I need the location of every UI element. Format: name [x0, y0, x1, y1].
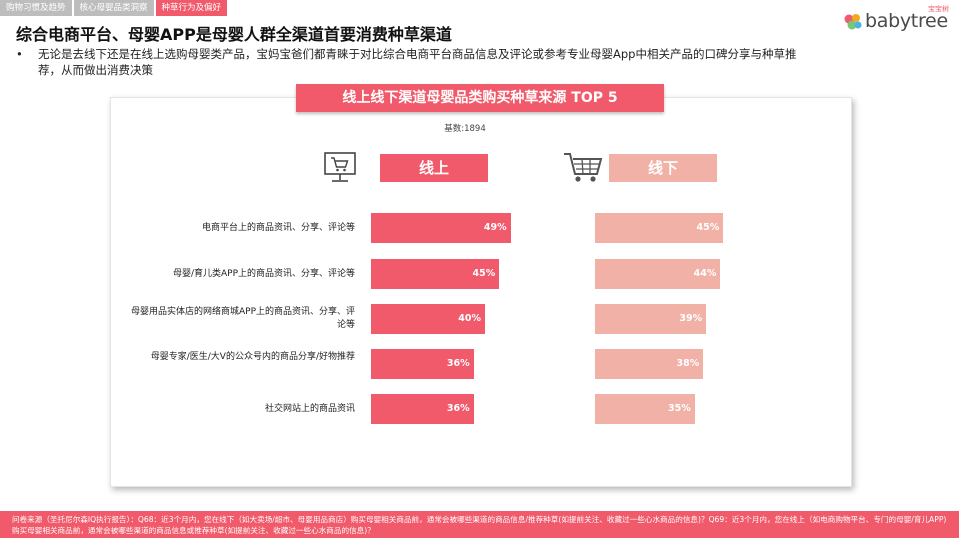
- category-label: 社交网站上的商品资讯: [264, 403, 355, 414]
- offline-bar: [595, 394, 695, 424]
- online-bar-label: 36%: [446, 403, 470, 414]
- offline-bar: [595, 213, 724, 243]
- logo-text: babytree: [865, 10, 948, 32]
- logo-flower-icon: [844, 14, 862, 30]
- offline-bar-label: 38%: [676, 358, 700, 369]
- summary-text: 无论是去线下还是在线上选购母婴类产品，宝妈宝爸们都青睐于对比综合电商平台商品信息…: [38, 47, 797, 77]
- online-bar: [371, 394, 474, 424]
- shopping-cart-icon: [564, 153, 603, 182]
- online-bar-label: 49%: [483, 222, 507, 233]
- chart-title: 线上线下渠道母婴品类购买种草来源 TOP 5: [296, 84, 664, 112]
- offline-bar-label: 45%: [696, 222, 720, 233]
- online-bar-label: 36%: [446, 358, 470, 369]
- category-label: 母婴/育儿类APP上的商品资讯、分享、评论等: [172, 268, 355, 279]
- top-tabs: 购物习惯及趋势 核心母婴品类洞察 种草行为及偏好: [0, 0, 229, 16]
- logo-sub-text: 宝宝树: [928, 5, 949, 13]
- tab-seeding-behavior[interactable]: 种草行为及偏好: [155, 0, 228, 16]
- page-title: 综合电商平台、母婴APP是母婴人群全渠道首要消费种草渠道: [16, 25, 452, 44]
- offline-bar: [595, 304, 707, 334]
- summary-bullet: • 无论是去线下还是在线上选购母婴类产品，宝妈宝爸们都青睐于对比综合电商平台商品…: [16, 46, 816, 78]
- online-bar: [371, 349, 474, 379]
- category-label: 母婴专家/医生/大V的公众号内的商品分享/好物推荐: [150, 352, 355, 362]
- footer-source-note: 问卷来源（圣托尼尔森IQ执行报告）：Q68：近3个月内，您在线下（如大卖场/超市…: [0, 511, 959, 538]
- tab-core-category[interactable]: 核心母婴品类洞察: [73, 0, 154, 16]
- category-label: 电商平台上的商品资讯、分享、评论等: [201, 222, 355, 233]
- computer-cart-icon: [324, 152, 356, 182]
- babytree-logo: 宝宝树 babytree: [843, 4, 951, 34]
- offline-bar-label: 44%: [693, 268, 717, 279]
- online-bar-label: 45%: [472, 268, 496, 279]
- tab-shopping-habits[interactable]: 购物习惯及趋势: [0, 0, 72, 16]
- online-bar: [371, 304, 485, 334]
- online-bar-label: 40%: [458, 313, 481, 324]
- offline-bar-label: 35%: [668, 403, 691, 414]
- online-bar: [371, 259, 500, 289]
- offline-bar: [595, 259, 721, 289]
- online-header: 线上: [380, 154, 488, 182]
- online-bar: [371, 213, 511, 243]
- base-count: 基数:1894: [444, 124, 486, 134]
- offline-bar: [595, 349, 704, 379]
- offline-header: 线下: [609, 154, 717, 182]
- category-label: 母婴用品实体店的网络商城APP上的商品资讯、分享、评论等: [130, 307, 355, 330]
- offline-bar-label: 39%: [679, 313, 703, 324]
- bullet-dot: •: [16, 47, 23, 61]
